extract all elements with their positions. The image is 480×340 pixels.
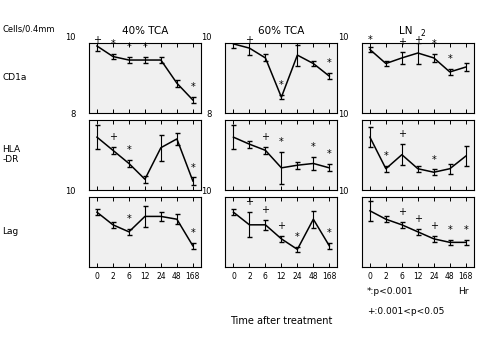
- Text: *: *: [278, 80, 283, 90]
- Text: *: *: [311, 142, 315, 152]
- Text: *: *: [278, 137, 283, 147]
- Text: *: *: [383, 151, 387, 161]
- Text: +: +: [413, 214, 421, 224]
- Text: 10: 10: [65, 187, 75, 196]
- Text: Hr: Hr: [457, 287, 468, 296]
- Text: 10: 10: [337, 110, 348, 119]
- Text: *: *: [142, 42, 147, 52]
- Text: +: +: [413, 35, 421, 45]
- Text: *: *: [190, 228, 195, 238]
- Text: 10: 10: [201, 33, 212, 42]
- Text: *: *: [126, 42, 131, 52]
- Text: +: +: [397, 37, 405, 47]
- Text: *: *: [367, 35, 372, 45]
- Text: *: *: [326, 228, 331, 238]
- Text: *: *: [110, 39, 115, 49]
- Text: 10: 10: [65, 33, 75, 42]
- Text: +: +: [277, 221, 285, 231]
- Text: Cells/0.4mm: Cells/0.4mm: [2, 25, 55, 34]
- Text: +:0.001<p<0.05: +:0.001<p<0.05: [366, 307, 443, 316]
- Text: Lag: Lag: [2, 227, 19, 236]
- Text: 40% TCA: 40% TCA: [121, 26, 168, 36]
- Text: *: *: [431, 154, 435, 165]
- Text: +: +: [109, 132, 117, 142]
- Text: *: *: [446, 54, 451, 64]
- Text: 10: 10: [337, 33, 348, 42]
- Text: *: *: [462, 225, 467, 235]
- Text: *: *: [326, 58, 331, 68]
- Text: *: *: [190, 163, 195, 173]
- Text: +: +: [245, 35, 253, 45]
- Text: 8: 8: [206, 110, 212, 119]
- Text: +: +: [429, 221, 437, 231]
- Text: +: +: [397, 129, 405, 139]
- Text: *: *: [326, 150, 331, 159]
- Text: 10: 10: [337, 187, 348, 196]
- Text: CD1a: CD1a: [2, 73, 27, 82]
- Text: +: +: [397, 207, 405, 217]
- Text: 2: 2: [420, 29, 424, 38]
- Text: *: *: [126, 145, 131, 155]
- Text: *: *: [294, 232, 299, 242]
- Text: +: +: [261, 132, 269, 142]
- Text: Time after treatment: Time after treatment: [230, 317, 332, 326]
- Text: 8: 8: [70, 110, 75, 119]
- Text: *: *: [126, 214, 131, 224]
- Text: +: +: [261, 205, 269, 215]
- Text: LN: LN: [398, 26, 411, 36]
- Text: 10: 10: [201, 187, 212, 196]
- Text: HLA
-DR: HLA -DR: [2, 145, 21, 165]
- Text: +: +: [93, 35, 101, 45]
- Text: *: *: [190, 82, 195, 92]
- Text: *: *: [446, 225, 451, 235]
- Text: *:p<0.001: *:p<0.001: [366, 287, 412, 296]
- Text: +: +: [245, 197, 253, 207]
- Text: *: *: [431, 39, 435, 49]
- Text: 60% TCA: 60% TCA: [258, 26, 304, 36]
